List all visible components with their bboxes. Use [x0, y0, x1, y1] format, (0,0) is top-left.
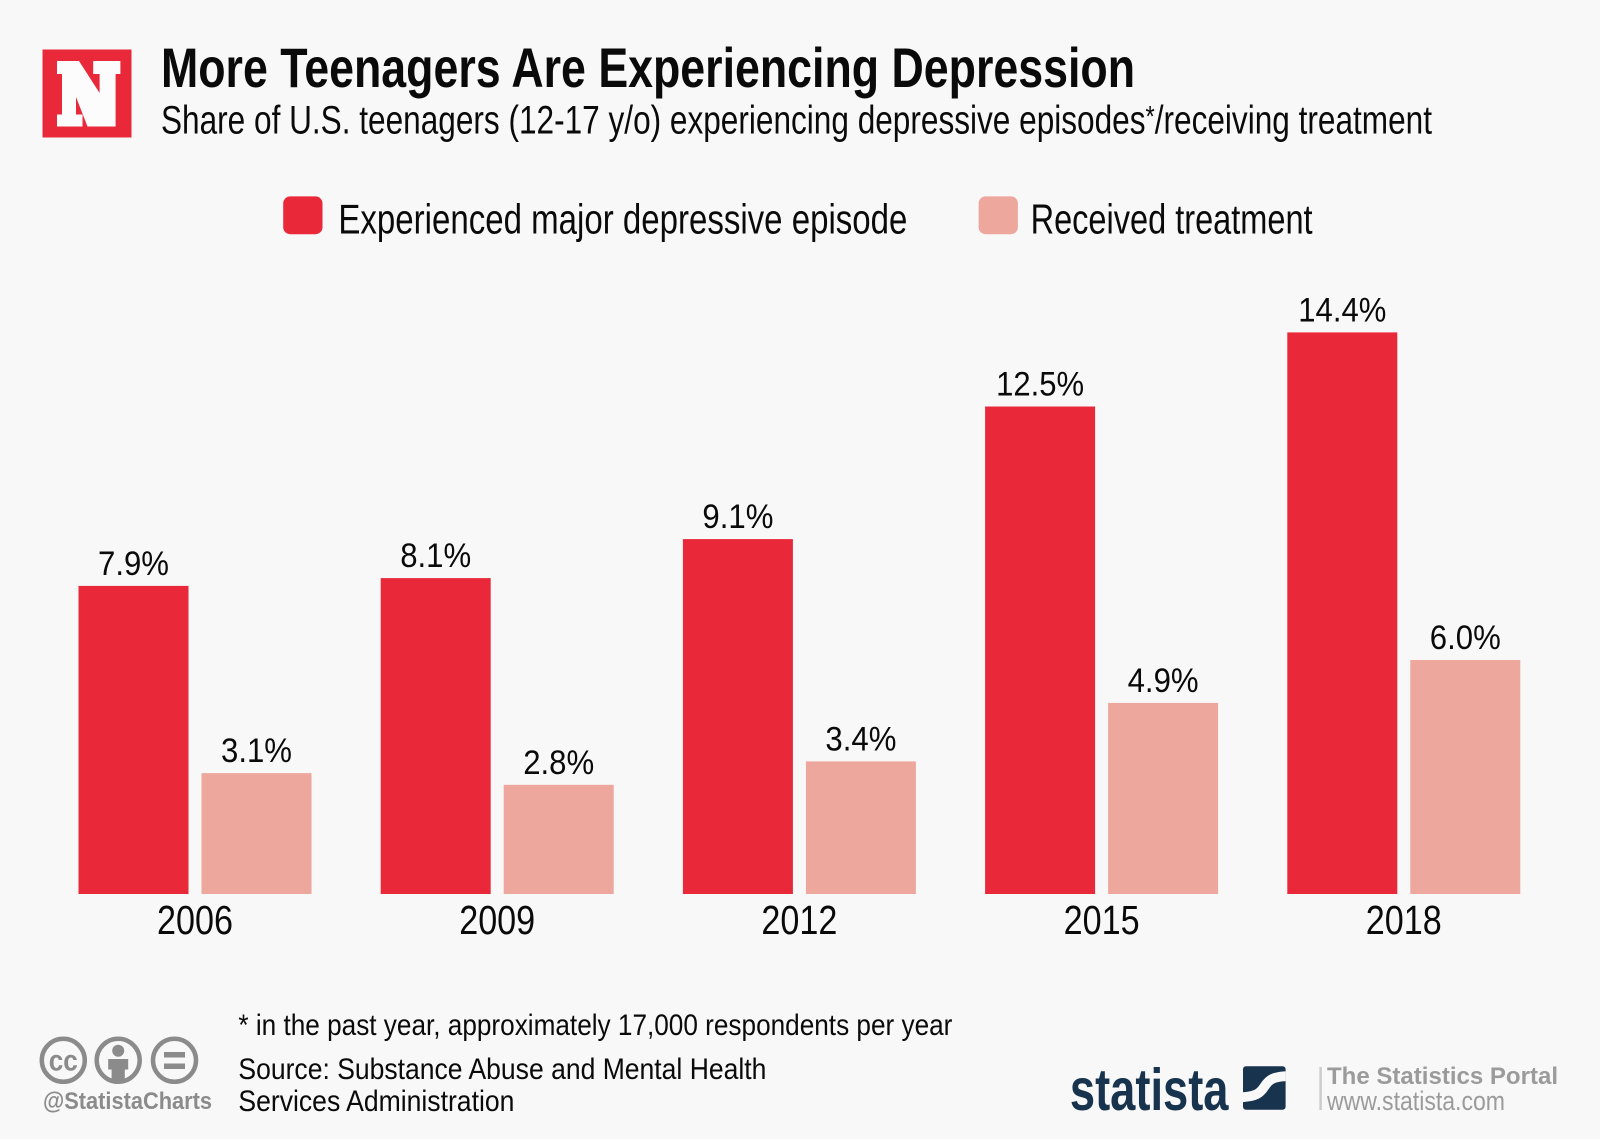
svg-text:Experienced major depressive e: Experienced major depressive episode	[338, 196, 907, 243]
svg-text:12.5%: 12.5%	[996, 366, 1084, 404]
svg-text:Source: Substance Abuse and Me: Source: Substance Abuse and Mental Healt…	[238, 1053, 766, 1086]
svg-text:2006: 2006	[157, 897, 233, 943]
svg-text:Share of U.S. teenagers (12-17: Share of U.S. teenagers (12-17 y/o) expe…	[161, 99, 1432, 143]
svg-text:14.4%: 14.4%	[1298, 291, 1386, 329]
svg-text:More Teenagers Are Experiencin: More Teenagers Are Experiencing Depressi…	[161, 36, 1135, 99]
svg-text:8.1%: 8.1%	[400, 537, 471, 575]
svg-text:2018: 2018	[1366, 897, 1442, 943]
svg-text:4.9%: 4.9%	[1128, 662, 1199, 700]
svg-text:7.9%: 7.9%	[98, 545, 169, 583]
svg-text:Received treatment: Received treatment	[1031, 196, 1313, 243]
svg-text:9.1%: 9.1%	[702, 498, 773, 536]
svg-text:cc: cc	[49, 1045, 78, 1078]
svg-text:6.0%: 6.0%	[1430, 619, 1501, 657]
svg-text:2012: 2012	[761, 897, 837, 943]
svg-text:2009: 2009	[459, 897, 535, 943]
svg-text:statista: statista	[1070, 1057, 1229, 1123]
svg-text:The Statistics Portal: The Statistics Portal	[1327, 1063, 1558, 1090]
svg-text:3.4%: 3.4%	[825, 720, 896, 758]
svg-text:3.1%: 3.1%	[221, 732, 292, 770]
svg-text:Services Administration: Services Administration	[238, 1085, 514, 1118]
svg-text:@StatistaCharts: @StatistaCharts	[43, 1088, 212, 1115]
svg-text:2015: 2015	[1064, 897, 1140, 943]
svg-text:2.8%: 2.8%	[523, 744, 594, 782]
svg-text:* in the past year, approximat: * in the past year, approximately 17,000…	[238, 1009, 952, 1042]
svg-text:www.statista.com: www.statista.com	[1326, 1086, 1505, 1116]
